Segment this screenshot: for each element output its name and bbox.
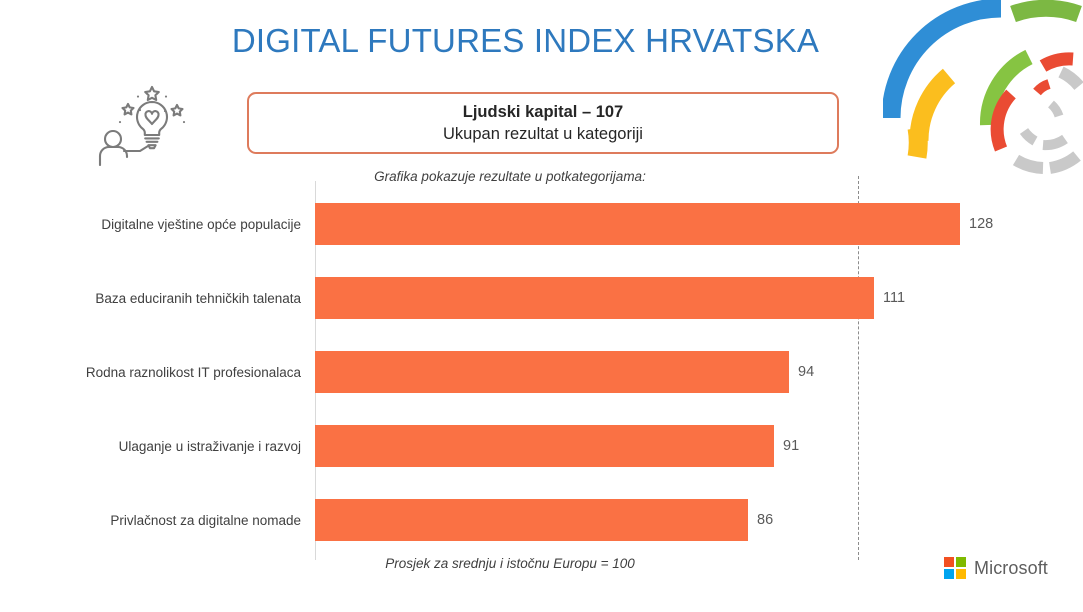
logo-square-green [956, 557, 966, 567]
chart-category-label: Privlačnost za digitalne nomade [110, 512, 301, 528]
logo-square-yellow [956, 569, 966, 579]
chart-bar-value-label: 94 [798, 364, 815, 380]
microsoft-logo-squares [944, 557, 966, 579]
chart-bar-value-label: 86 [757, 512, 774, 528]
logo-square-red [944, 557, 954, 567]
category-score-box: Ljudski kapital – 107 Ukupan rezultat u … [247, 92, 839, 154]
chart-bar [315, 351, 789, 393]
chart-bar-row: Privlačnost za digitalne nomade 86 [0, 483, 1083, 557]
chart-bar-row: Digitalne vještine opće populacije 128 [0, 187, 1083, 261]
chart-category-label: Digitalne vještine opće populacije [101, 216, 301, 232]
chart-bar-row: Rodna raznolikost IT profesionalaca 94 [0, 335, 1083, 409]
chart-category-label: Baza educiranih tehničkih talenata [95, 290, 301, 306]
subcategory-bar-chart: Grafika pokazuje rezultate u potkategori… [0, 165, 1083, 565]
chart-bar-row: Ulaganje u istraživanje i razvoj 91 [0, 409, 1083, 483]
category-score-subtitle: Ukupan rezultat u kategoriji [443, 124, 643, 143]
microsoft-logo-icon: Microsoft [944, 557, 1048, 579]
lightbulb-person-stars-icon [96, 84, 208, 167]
chart-category-label: Rodna raznolikost IT profesionalaca [85, 364, 301, 380]
chart-bar-value-label: 128 [969, 216, 994, 232]
chart-category-label: Ulaganje u istraživanje i razvoj [118, 438, 301, 454]
chart-bar [315, 499, 748, 541]
microsoft-wordmark: Microsoft [974, 557, 1048, 578]
page-title-text: DIGITAL FUTURES INDEX HRVATSKA [231, 22, 820, 59]
logo-square-blue [944, 569, 954, 579]
chart-footnote: Prosjek za srednju i istočnu Europu = 10… [385, 556, 635, 571]
chart-bar-row: Baza educiranih tehničkih talenata 111 [0, 261, 1083, 335]
chart-reference-line [858, 176, 859, 560]
category-score-title: Ljudski kapital – 107 [462, 102, 624, 121]
chart-bar-value-label: 111 [883, 290, 906, 306]
chart-caption: Grafika pokazuje rezultate u potkategori… [374, 169, 646, 184]
chart-bar [315, 277, 874, 319]
chart-bar-value-label: 91 [783, 438, 800, 454]
page-title: DIGITAL FUTURES INDEX HRVATSKA [0, 22, 1083, 60]
chart-bar [315, 425, 774, 467]
chart-bar [315, 203, 960, 245]
